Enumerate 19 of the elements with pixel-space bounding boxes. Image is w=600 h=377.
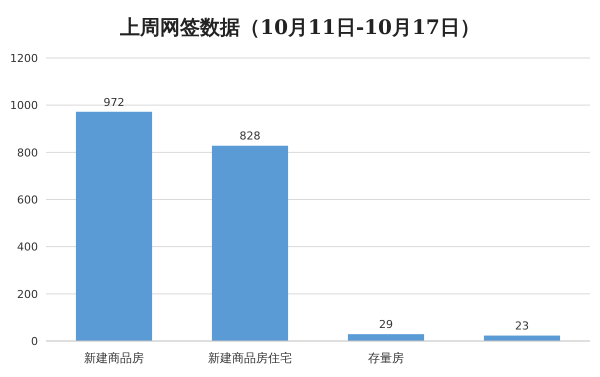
data-label: 828 (240, 130, 260, 143)
y-tick-label: 1000 (10, 99, 38, 112)
data-label: 972 (104, 96, 124, 109)
x-tick-label: 新建商品房 (84, 351, 144, 365)
x-tick-label: 存量房 (368, 351, 404, 365)
y-tick-label: 800 (17, 146, 38, 160)
y-tick-label: 0 (31, 335, 38, 348)
data-label: 23 (515, 320, 529, 333)
bar (484, 336, 560, 341)
data-label: 29 (379, 318, 393, 332)
y-tick-label: 200 (17, 288, 38, 301)
chart-title: 上周网签数据（10月11日-10月17日） (119, 15, 480, 39)
x-tick-label: 新建商品房住宅 (208, 351, 292, 365)
bar (348, 334, 424, 341)
y-tick-label: 400 (17, 240, 38, 254)
y-tick-label: 600 (17, 194, 38, 206)
bar (212, 146, 288, 341)
y-tick-label: 1200 (10, 52, 38, 65)
bar (76, 112, 152, 341)
